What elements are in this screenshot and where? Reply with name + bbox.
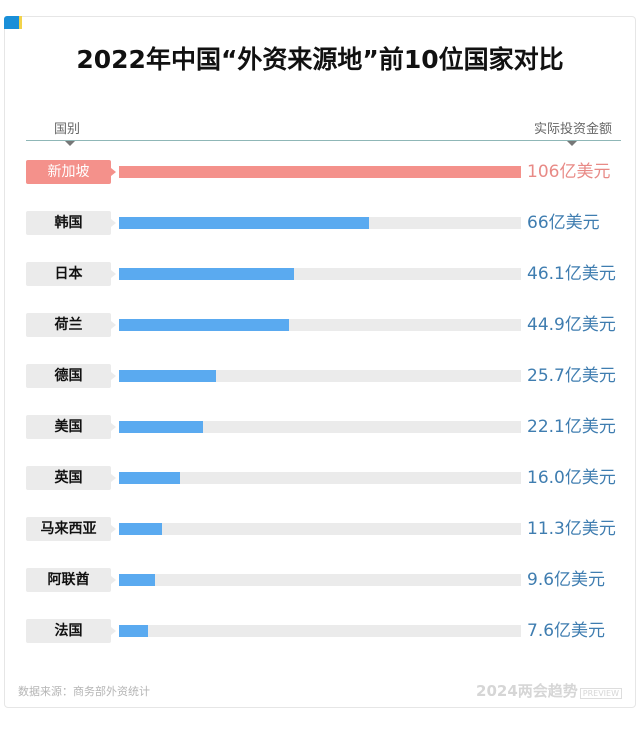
bar-row: 荷兰 44.9亿美元: [0, 313, 640, 339]
pointer-right-icon: [567, 141, 577, 146]
chart-card: [4, 16, 636, 708]
value-label: 22.1亿美元: [527, 417, 616, 437]
bar-fill: [119, 421, 203, 433]
value-label: 46.1亿美元: [527, 264, 616, 284]
country-label: 英国: [26, 466, 116, 490]
bar-row: 日本 46.1亿美元: [0, 262, 640, 288]
brand-watermark: 2024两会趋势 PREVIEW: [476, 680, 622, 701]
value-label: 7.6亿美元: [527, 621, 606, 641]
column-header-amount: 实际投资金额: [533, 122, 612, 137]
country-label: 法国: [26, 619, 116, 643]
bar-fill: [119, 523, 162, 535]
bar-track: [119, 523, 521, 535]
bar-row: 法国 7.6亿美元: [0, 619, 640, 645]
country-label: 美国: [26, 415, 116, 439]
country-label: 新加坡: [26, 160, 116, 184]
bar-fill: [119, 166, 521, 178]
header-divider: [26, 140, 621, 141]
bar-row: 韩国 66亿美元: [0, 211, 640, 237]
bar-track: [119, 268, 521, 280]
value-label: 9.6亿美元: [527, 570, 606, 590]
bar-row: 马来西亚 11.3亿美元: [0, 517, 640, 543]
value-label: 44.9亿美元: [527, 315, 616, 335]
country-label: 韩国: [26, 211, 116, 235]
country-label: 阿联酋: [26, 568, 116, 592]
bar-track: [119, 319, 521, 331]
bar-fill: [119, 268, 294, 280]
bar-row: 美国 22.1亿美元: [0, 415, 640, 441]
pointer-left-icon: [65, 141, 75, 146]
bar-row: 德国 25.7亿美元: [0, 364, 640, 390]
bar-row: 阿联酋 9.6亿美元: [0, 568, 640, 594]
bar-fill: [119, 472, 180, 484]
bar-fill: [119, 319, 290, 331]
bar-fill: [119, 370, 217, 382]
bar-fill: [119, 217, 370, 229]
bar-track: [119, 370, 521, 382]
value-label: 106亿美元: [527, 162, 611, 182]
bar-row: 新加坡 106亿美元: [0, 160, 640, 186]
chart-title: 2022年中国“外资来源地”前10位国家对比: [76, 45, 564, 74]
column-header-country: 国别: [54, 122, 81, 137]
value-label: 11.3亿美元: [527, 519, 616, 539]
country-label: 马来西亚: [26, 517, 116, 541]
country-label: 荷兰: [26, 313, 116, 337]
country-label: 德国: [26, 364, 116, 388]
bar-track: [119, 421, 521, 433]
bar-fill: [119, 625, 148, 637]
corner-accent-stripe: [19, 16, 22, 29]
bar-row: 英国 16.0亿美元: [0, 466, 640, 492]
bar-track: [119, 217, 521, 229]
brand-tag: PREVIEW: [579, 688, 622, 699]
bar-track: [119, 625, 521, 637]
brand-text: 2024两会趋势: [476, 682, 578, 700]
data-source: 数据来源：商务部外资统计: [18, 685, 150, 698]
bar-fill: [119, 574, 156, 586]
value-label: 25.7亿美元: [527, 366, 616, 386]
value-label: 66亿美元: [527, 213, 600, 233]
bar-track: [119, 574, 521, 586]
value-label: 16.0亿美元: [527, 468, 616, 488]
country-label: 日本: [26, 262, 116, 286]
corner-accent: [4, 16, 22, 29]
bar-track: [119, 166, 521, 178]
bar-track: [119, 472, 521, 484]
